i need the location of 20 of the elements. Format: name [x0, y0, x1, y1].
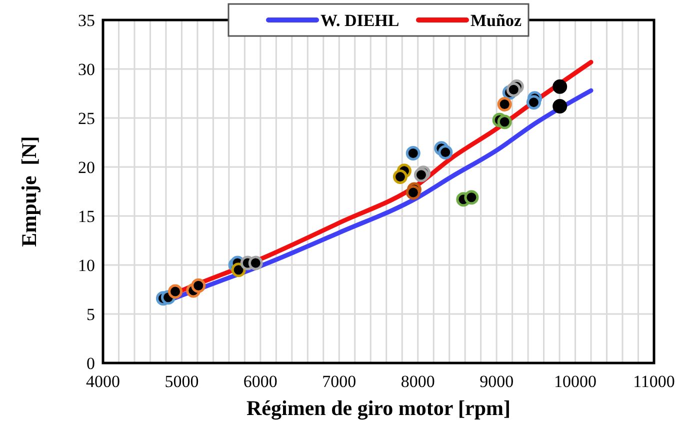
x-tick-label: 10000 [554, 372, 597, 391]
x-tick-label: 6000 [243, 372, 278, 391]
x-tick-label: 8000 [400, 372, 435, 391]
x-tick-label: 11000 [633, 372, 675, 391]
legend-label: W. DIEHL [320, 11, 400, 30]
y-tick-label: 5 [86, 305, 95, 324]
y-tick-label: 25 [78, 109, 95, 128]
y-tick-label: 30 [78, 60, 95, 79]
y-tick-label: 35 [78, 11, 95, 30]
x-axis-title: Régimen de giro motor [rpm] [246, 396, 510, 420]
x-tick-label: 9000 [480, 372, 514, 391]
y-tick-label: 0 [86, 354, 95, 373]
x-tick-label: 7000 [322, 372, 356, 391]
legend-label: Muñoz [470, 11, 522, 30]
x-tick-label: 4000 [86, 372, 120, 391]
y-axis-title: Empuje [N] [17, 136, 41, 247]
x-tick-label: 5000 [164, 372, 199, 391]
y-tick-label: 20 [78, 158, 95, 177]
y-tick-label: 10 [78, 256, 95, 275]
y-tick-label: 15 [78, 207, 95, 226]
